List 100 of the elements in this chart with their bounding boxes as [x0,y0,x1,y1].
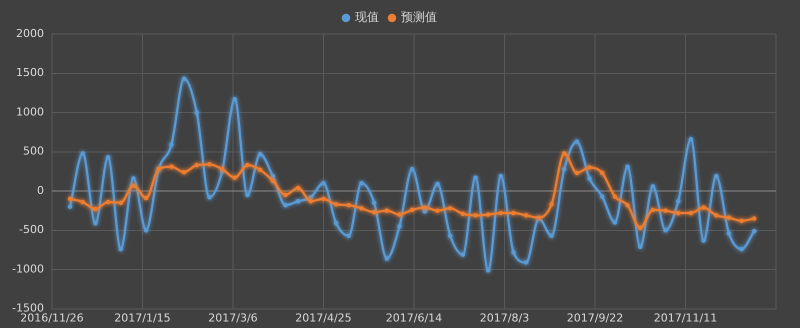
point [220,166,224,172]
point [296,199,300,204]
point [207,195,212,200]
x-tick-label: 2017/9/22 [566,311,624,324]
point [346,202,352,208]
point [714,174,718,178]
y-tick-label: 2000 [16,26,44,40]
point [346,234,352,238]
y-tick-label: -1000 [12,262,44,276]
point [270,178,275,184]
point [397,212,402,217]
point [739,246,744,252]
point [334,202,338,207]
point [258,152,262,156]
point [169,164,174,169]
point [498,210,504,216]
point [359,180,364,186]
point [448,234,452,238]
point [372,210,376,214]
point [207,162,212,167]
point [80,200,85,204]
x-tick-label: 2017/8/3 [480,311,530,324]
x-tick-label: 2017/6/14 [386,311,442,324]
point [663,228,668,232]
point [258,168,262,172]
point [460,252,466,257]
point [144,196,148,200]
point [106,155,110,160]
point [600,170,604,176]
point [410,208,414,212]
point [118,200,123,206]
point [726,216,732,220]
point [549,234,554,238]
point [245,162,250,168]
x-tick-label: 2017/11/11 [654,311,718,324]
point [296,186,300,190]
point [676,199,680,204]
point [688,210,694,216]
point [448,206,452,210]
point [486,268,490,273]
point [726,231,732,236]
point [245,192,250,198]
point [321,196,326,202]
point [232,175,237,180]
point [524,260,528,265]
legend-label: 现值 [355,10,379,24]
point [676,210,680,216]
point [524,213,528,218]
point [574,170,580,176]
point [587,176,592,181]
point [359,206,364,210]
point [384,256,390,261]
point [422,205,428,210]
point [549,202,554,207]
y-tick-label: -500 [18,223,44,236]
point [587,165,592,170]
point [650,208,656,212]
point [308,195,314,200]
y-tick-label: 1000 [16,105,44,118]
x-tick-label: 2017/3/6 [208,311,258,324]
point [182,170,186,174]
point [625,202,630,208]
point [752,228,756,234]
point [498,174,504,178]
point [372,200,376,206]
point [435,182,440,186]
point [688,137,694,142]
point [283,192,288,198]
point [182,76,186,81]
point [410,166,414,172]
point [625,164,630,169]
point [68,196,72,202]
x-tick-label: 2017/1/15 [114,311,171,324]
point [435,208,440,213]
point [194,110,199,115]
point [460,212,466,216]
point [194,162,199,168]
point [701,205,706,210]
point [308,199,314,204]
point [106,200,110,204]
point [511,250,516,254]
point [574,139,580,144]
point [384,208,390,213]
point [422,209,428,214]
point [283,202,288,208]
point [334,221,338,226]
point [270,174,275,178]
point [638,244,642,249]
x-tick-label: 2017/4/25 [295,311,352,324]
point [118,246,123,252]
point [663,208,668,213]
point [131,176,136,181]
point [714,213,718,218]
y-tick-label: 0 [36,184,44,197]
point [131,183,136,188]
point [93,221,98,226]
point [93,206,98,212]
point [486,212,490,217]
y-tick-label: 500 [22,144,44,158]
point [80,151,85,156]
